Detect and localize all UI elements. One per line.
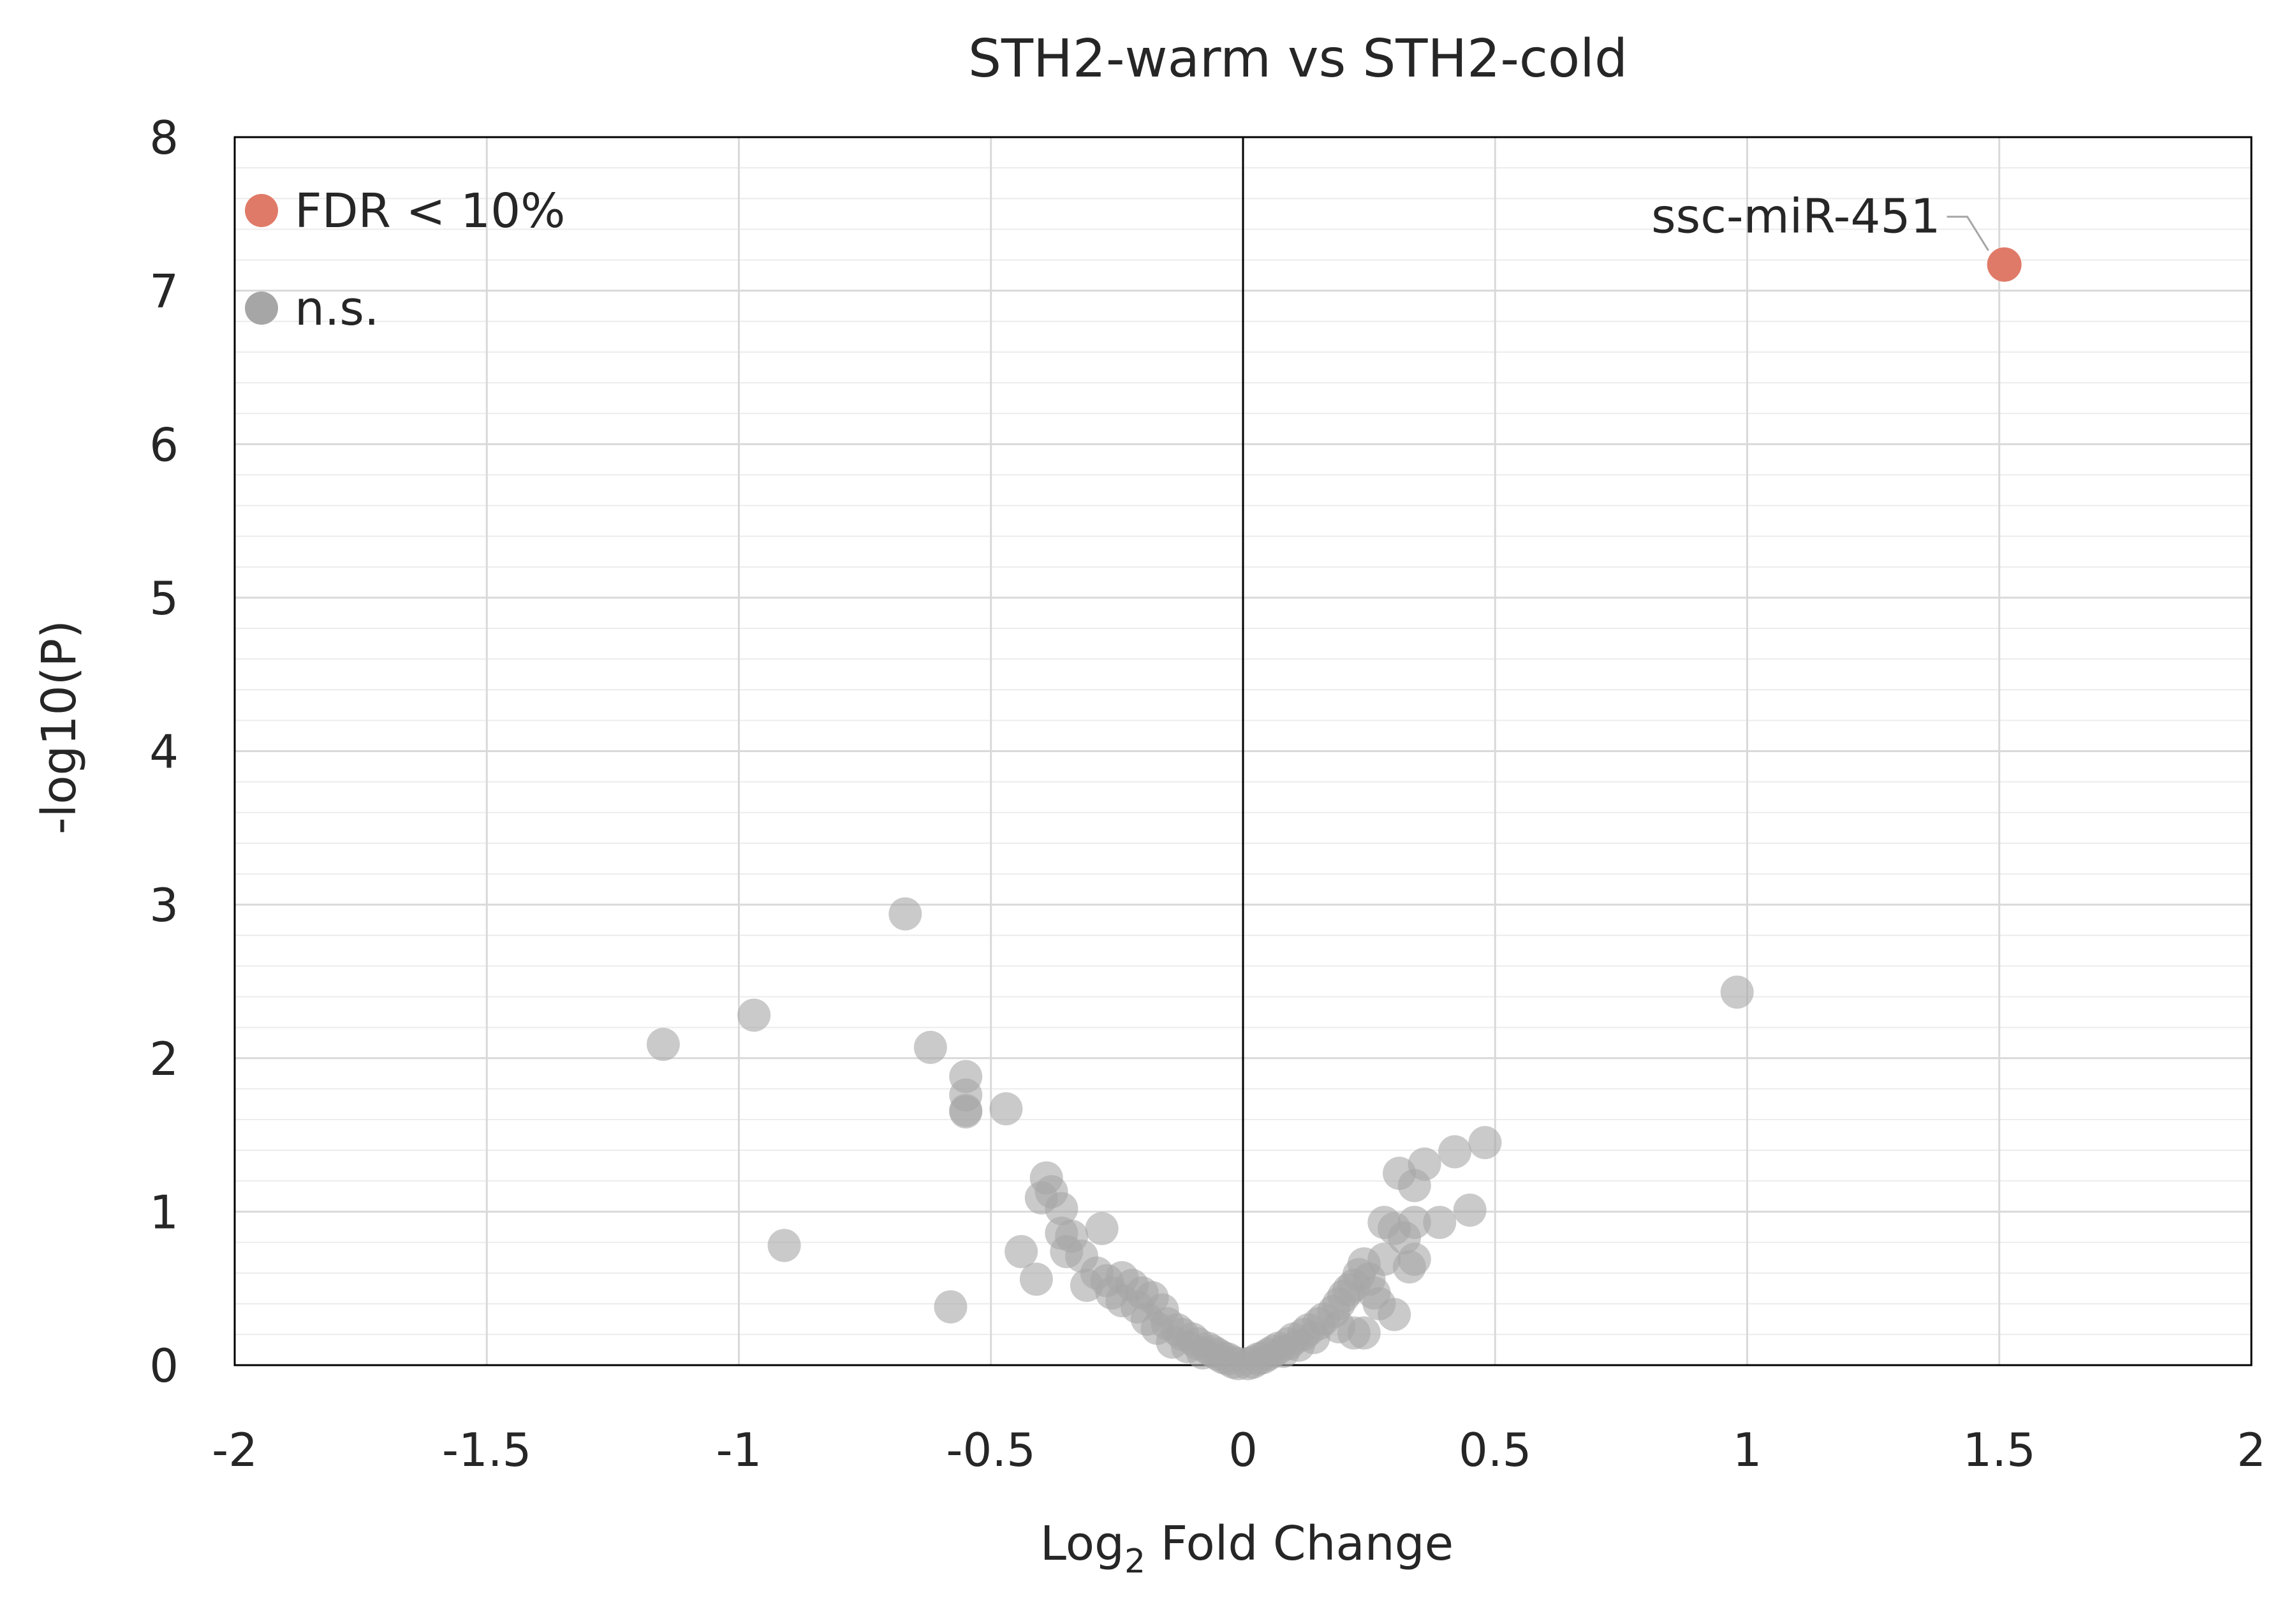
legend: FDR < 10% n.s.: [245, 184, 566, 336]
series-ns-points: [646, 897, 1754, 1380]
data-point-ns: [767, 1229, 801, 1262]
legend-marker-significant: [245, 194, 278, 227]
x-tick-label: 1: [1733, 1423, 1762, 1477]
data-point-ns: [1267, 1335, 1300, 1368]
x-tick-label: 0: [1228, 1423, 1258, 1477]
y-tick-label: 3: [149, 878, 179, 932]
annotation-leader-line: [1946, 216, 1989, 251]
data-point-ns: [1347, 1316, 1381, 1350]
data-point-ns: [1378, 1298, 1411, 1331]
annotation-label: ssc-miR-451: [1651, 189, 1941, 244]
x-tick-label: -1.5: [442, 1423, 531, 1477]
data-point-ns: [989, 1092, 1023, 1126]
data-point-ns: [1085, 1211, 1119, 1245]
x-tick-label: 0.5: [1459, 1423, 1532, 1477]
data-point-ns: [1397, 1206, 1431, 1239]
x-tick-label: -2: [212, 1423, 258, 1477]
legend-label-significant: FDR < 10%: [295, 184, 566, 239]
x-tick-label: 2: [2237, 1423, 2266, 1477]
series-significant-points: [1987, 247, 2022, 282]
data-point-ns: [1045, 1192, 1078, 1225]
data-point-ns: [1019, 1262, 1053, 1296]
y-tick-label: 4: [149, 725, 179, 779]
data-point-ns: [949, 1093, 983, 1127]
data-point-ns: [888, 897, 922, 931]
data-point-ns: [1140, 1312, 1174, 1345]
annotations: ssc-miR-451: [1651, 189, 1989, 251]
data-point-ns: [1468, 1126, 1502, 1160]
data-point-ns: [1367, 1242, 1401, 1276]
data-point-ns: [646, 1028, 680, 1062]
legend-label-ns: n.s.: [295, 281, 379, 336]
data-point-ns: [1186, 1336, 1219, 1370]
data-point-ns: [737, 998, 771, 1032]
data-point-ns: [1408, 1147, 1441, 1181]
legend-marker-ns: [245, 292, 278, 325]
data-point-ns: [1423, 1206, 1457, 1239]
y-tick-label: 5: [149, 572, 179, 625]
x-axis-label: Log2 Fold Change: [1040, 1516, 1453, 1581]
x-tick-label: 1.5: [1962, 1423, 2036, 1477]
y-axis-label: -log10(P): [32, 620, 87, 834]
y-tick-label: 8: [149, 111, 179, 165]
data-point-ns: [1453, 1193, 1487, 1227]
y-axis-ticks: 0 1 2 3 4 5 6 7 8: [149, 111, 179, 1393]
x-tick-label: -1: [716, 1423, 762, 1477]
data-point-ns: [913, 1030, 947, 1064]
data-point-ns: [934, 1290, 968, 1324]
data-point-ns: [1004, 1234, 1038, 1268]
data-point-ns: [1095, 1276, 1129, 1310]
y-tick-label: 7: [149, 265, 179, 318]
y-tick-label: 1: [149, 1185, 179, 1239]
y-tick-label: 2: [149, 1032, 179, 1086]
data-point-significant: [1987, 247, 2022, 282]
data-point-ns: [1397, 1242, 1431, 1276]
x-tick-label: -0.5: [946, 1423, 1036, 1477]
data-point-ns: [1297, 1321, 1330, 1354]
chart-title: STH2-warm vs STH2-cold: [968, 29, 1628, 89]
data-point-ns: [1438, 1135, 1472, 1169]
y-tick-label: 6: [149, 418, 179, 471]
x-axis-ticks: -2 -1.5 -1 -0.5 0 0.5 1 1.5 2: [212, 1423, 2266, 1477]
data-point-ns: [1720, 975, 1754, 1009]
y-tick-label: 0: [149, 1339, 179, 1393]
